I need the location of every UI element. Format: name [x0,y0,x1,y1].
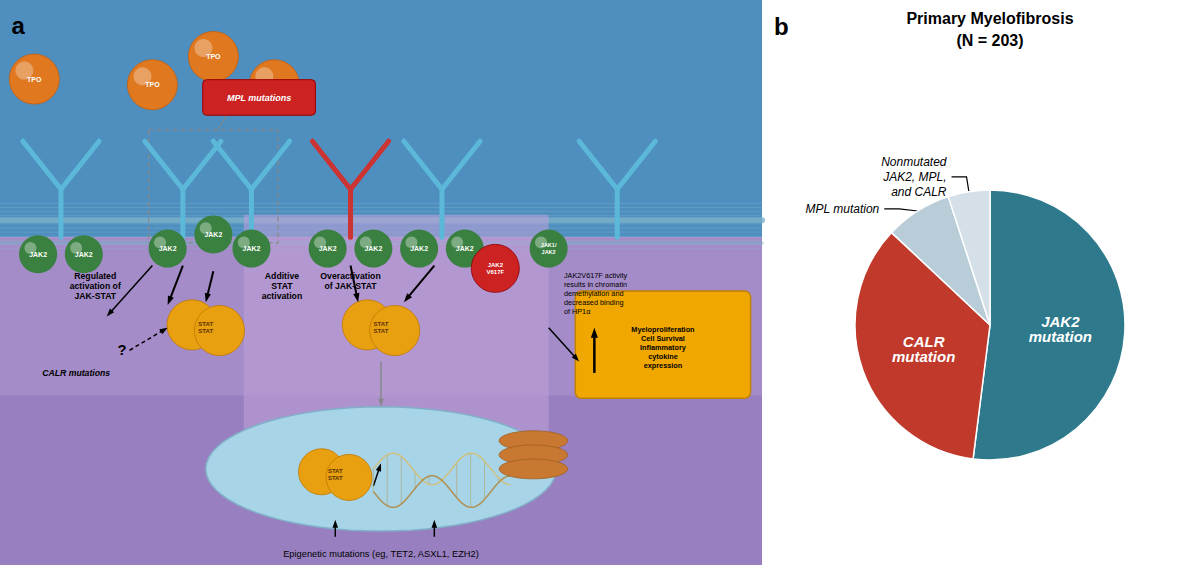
svg-text:JAK2: JAK2 [159,245,177,252]
svg-text:STAT: STAT [328,468,343,474]
svg-text:(N = 203): (N = 203) [956,32,1023,49]
svg-text:JAK2V617F activity: JAK2V617F activity [564,271,628,280]
svg-text:Myeloproliferation: Myeloproliferation [631,325,694,334]
svg-text:JAK2: JAK2 [1041,313,1080,331]
svg-text:V617F: V617F [486,269,504,275]
svg-text:expression: expression [644,361,683,370]
svg-text:activation of: activation of [70,281,121,291]
svg-text:Primary Myelofibrosis: Primary Myelofibrosis [906,10,1073,27]
svg-text:STAT: STAT [271,281,293,291]
svg-text:TPO: TPO [145,81,160,88]
svg-text:results in chromatin: results in chromatin [564,280,627,289]
svg-text:Regulated: Regulated [74,271,116,281]
svg-text:?: ? [117,342,126,358]
svg-text:Epigenetic mutations (eg, TET2: Epigenetic mutations (eg, TET2, ASXL1, E… [283,549,479,559]
svg-text:Inflammatory: Inflammatory [640,343,687,352]
svg-text:of HP1α: of HP1α [564,307,591,316]
svg-text:and CALR: and CALR [891,185,947,199]
svg-text:JAK2: JAK2 [29,251,47,258]
svg-text:CALR mutations: CALR mutations [42,368,110,378]
svg-text:JAK2: JAK2 [410,245,428,252]
svg-text:JAK2: JAK2 [75,251,93,258]
svg-text:JAK2: JAK2 [319,245,337,252]
svg-text:Nonmutated: Nonmutated [881,155,947,169]
svg-text:MPL mutations: MPL mutations [227,93,291,103]
svg-text:JAK-STAT: JAK-STAT [74,291,116,301]
svg-text:STAT: STAT [198,321,213,327]
svg-text:b: b [774,13,789,40]
svg-text:mutation: mutation [1029,328,1092,345]
svg-text:mutation: mutation [892,348,955,365]
svg-text:JAK2: JAK2 [243,245,261,252]
svg-text:CALR: CALR [902,332,945,350]
svg-text:STAT: STAT [328,475,343,481]
svg-text:JAK2: JAK2 [488,262,504,268]
svg-text:of JAK-STAT: of JAK-STAT [324,281,377,291]
svg-text:MPL mutation: MPL mutation [805,202,879,216]
svg-text:TPO: TPO [27,76,42,83]
svg-text:STAT: STAT [374,321,389,327]
svg-text:JAK2, MPL,: JAK2, MPL, [882,170,946,184]
svg-text:TPO: TPO [206,53,221,60]
svg-text:Overactivation: Overactivation [320,271,380,281]
svg-text:demethylation and: demethylation and [564,289,624,298]
svg-text:JAK2: JAK2 [364,245,382,252]
svg-text:JAK2: JAK2 [456,245,474,252]
svg-text:Cell Survival: Cell Survival [641,334,685,343]
svg-text:a: a [11,12,25,39]
svg-text:activation: activation [262,291,303,301]
svg-text:STAT: STAT [374,328,389,334]
svg-text:JAK2: JAK2 [204,231,222,238]
svg-text:decreased binding: decreased binding [564,298,624,307]
svg-text:Additive: Additive [265,271,299,281]
svg-text:JAK2: JAK2 [542,249,556,255]
svg-text:JAK1/: JAK1/ [541,242,557,248]
svg-text:STAT: STAT [198,328,213,334]
svg-text:cytokine: cytokine [648,352,678,361]
